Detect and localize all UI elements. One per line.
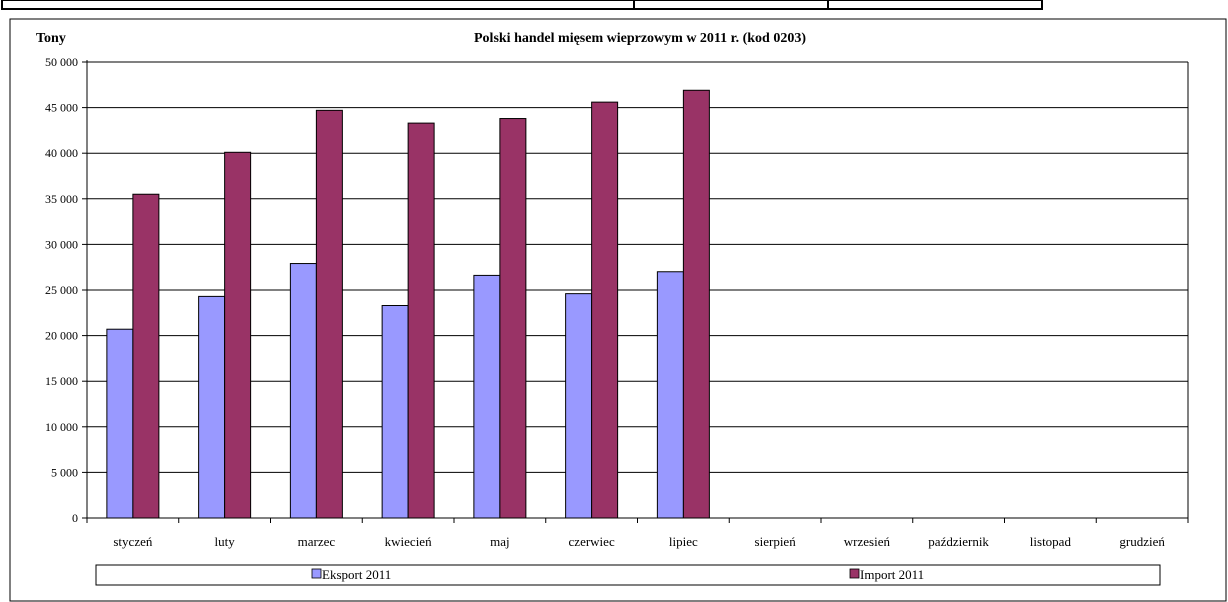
legend-label-eksport: Eksport 2011: [322, 567, 391, 582]
y-tick-label: 45 000: [45, 101, 78, 115]
x-tick-label: sierpień: [755, 534, 797, 549]
gridlines: [87, 61, 1188, 473]
legend-swatch-import: [849, 568, 860, 579]
bar-eksport: [565, 293, 593, 519]
x-tick-label: maj: [490, 534, 510, 549]
x-tick-label: wrzesień: [844, 534, 891, 549]
axes: [82, 60, 1189, 523]
y-tick-label: 5 000: [51, 465, 78, 479]
y-tick-label: 40 000: [45, 146, 78, 160]
chart-title: Polski handel mięsem wieprzowym w 2011 r…: [474, 31, 806, 46]
y-tick-label: 20 000: [45, 329, 78, 343]
bar-import: [407, 122, 435, 519]
x-tick-label: marzec: [298, 534, 336, 549]
y-tick-label: 10 000: [45, 420, 78, 434]
bar-eksport: [381, 305, 409, 519]
x-tick-label: czerwiec: [569, 534, 615, 549]
y-tick-label: 30 000: [45, 237, 78, 251]
x-tick-label: kwiecień: [385, 534, 432, 549]
y-tick-label: 25 000: [45, 283, 78, 297]
legend-box: [95, 564, 1161, 586]
y-tick-label: 15 000: [45, 374, 78, 388]
bar-import: [315, 109, 343, 519]
legend-label-import: Import 2011: [860, 567, 924, 582]
bar-import: [224, 151, 252, 519]
top-border-band: [1, 0, 1043, 10]
bar-import: [682, 89, 710, 519]
x-tick-label: styczeń: [113, 534, 152, 549]
x-tick-label: grudzień: [1119, 534, 1165, 549]
bar-eksport: [289, 263, 317, 519]
y-tick-label: 35 000: [45, 192, 78, 206]
bar-eksport: [106, 328, 134, 519]
x-tick-label: luty: [215, 534, 236, 549]
bar-import: [499, 118, 527, 519]
y-tick-label: 0: [72, 511, 78, 525]
legend-swatch-eksport: [311, 568, 322, 579]
axis-labels: 0 5 000 10 000 15 000 20 000 25 000 30 000 35 0…: [45, 55, 1165, 549]
y-tick-label: 50 000: [45, 55, 78, 69]
y-axis-label: Tony: [36, 31, 66, 46]
x-tick-label: lipiec: [669, 534, 698, 549]
legend: Eksport 2011 Import 2011: [95, 564, 1161, 586]
bar-eksport: [198, 295, 226, 519]
x-tick-label: październik: [928, 534, 989, 549]
bar-import: [132, 193, 160, 519]
bar-eksport: [473, 274, 501, 519]
bars: [106, 89, 710, 519]
bar-eksport: [656, 271, 684, 519]
bar-import: [591, 101, 619, 519]
x-tick-label: listopad: [1030, 534, 1072, 549]
